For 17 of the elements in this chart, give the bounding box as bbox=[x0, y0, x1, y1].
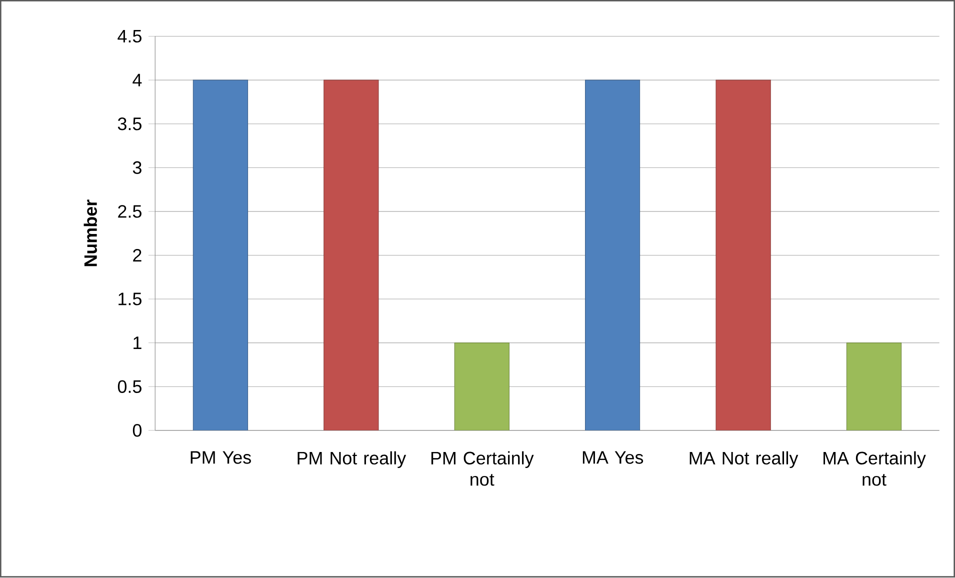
x-tick-label: MA Not really bbox=[690, 452, 798, 468]
y-tick-label: 1 bbox=[134, 336, 142, 350]
y-axis-title: Number bbox=[84, 200, 97, 266]
y-tick-label: 3.5 bbox=[118, 118, 142, 130]
y-tick-label: 2.5 bbox=[118, 205, 142, 218]
x-tick-label: PM Certainly not bbox=[431, 452, 534, 486]
y-tick-label: 3 bbox=[132, 162, 142, 174]
y-tick-label: 4 bbox=[132, 74, 142, 86]
x-tick-label: MA Yes bbox=[582, 452, 644, 464]
y-tick-label: 0.5 bbox=[118, 380, 142, 394]
x-tick-label: PM Yes bbox=[190, 452, 251, 464]
y-tick-label: 1.5 bbox=[118, 292, 142, 306]
y-tick-label: 2 bbox=[133, 249, 142, 262]
y-tick-label: 0 bbox=[132, 424, 142, 437]
x-tick-label: MA Certainly not bbox=[824, 452, 926, 486]
y-tick-label: 4.5 bbox=[118, 30, 142, 43]
x-tick-label: PM Not really bbox=[298, 452, 406, 468]
